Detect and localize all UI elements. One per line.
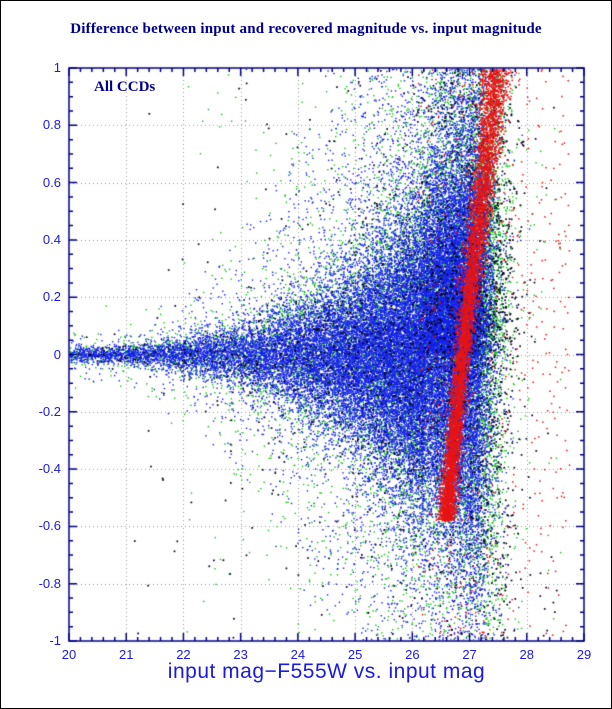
ccd-annotation: All CCDs	[94, 79, 156, 95]
chart-title: Difference between input and recovered m…	[70, 21, 542, 37]
x-axis-label: input mag−F555W vs. input mag	[167, 660, 486, 683]
